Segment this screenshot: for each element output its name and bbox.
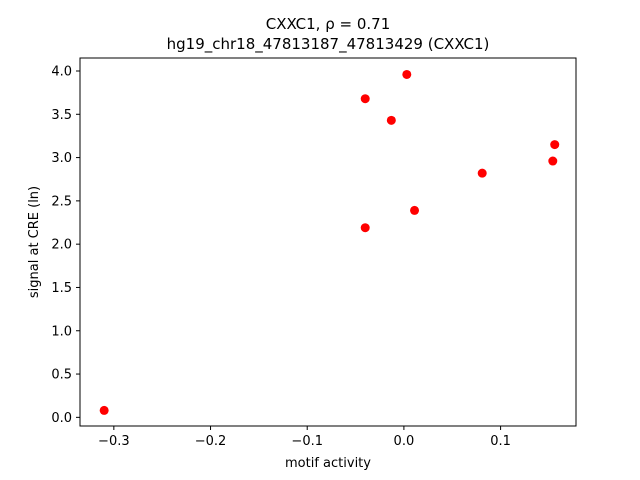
data-point <box>477 168 487 178</box>
y-ticks: 0.0 0.5 1.0 1.5 2.0 2.5 3.0 3.5 4.0 <box>51 64 80 426</box>
data-point <box>360 223 370 233</box>
data-point <box>410 205 420 215</box>
x-tick-label: 0.1 <box>490 434 511 449</box>
chart-title: CXXC1, ρ = 0.71 <box>266 15 391 33</box>
plot-frame <box>79 57 577 427</box>
y-tick-label: 2.5 <box>51 194 72 209</box>
data-point <box>360 94 370 104</box>
y-tick-label: 0.5 <box>51 368 72 383</box>
chart-subtitle: hg19_chr18_47813187_47813429 (CXXC1) <box>167 35 490 54</box>
data-point <box>402 69 412 79</box>
data-point <box>99 405 109 415</box>
data-point <box>386 115 396 125</box>
x-tick-label: −0.1 <box>291 434 323 449</box>
x-ticks: −0.3 −0.2 −0.1 0.0 0.1 <box>98 426 511 449</box>
data-point <box>548 156 558 166</box>
y-tick-label: 1.5 <box>51 281 72 296</box>
x-tick-label: −0.2 <box>195 434 227 449</box>
y-tick-label: 0.0 <box>51 411 72 426</box>
data-point <box>550 140 560 150</box>
y-tick-label: 1.0 <box>51 324 72 339</box>
points-layer <box>99 69 560 415</box>
y-tick-label: 4.0 <box>51 64 72 79</box>
x-axis-label: motif activity <box>285 456 371 471</box>
x-tick-label: 0.0 <box>394 434 415 449</box>
y-axis-label: signal at CRE (ln) <box>27 186 42 298</box>
y-tick-label: 3.5 <box>51 108 72 123</box>
y-tick-label: 3.0 <box>51 151 72 166</box>
y-tick-label: 2.0 <box>51 238 72 253</box>
x-tick-label: −0.3 <box>98 434 130 449</box>
